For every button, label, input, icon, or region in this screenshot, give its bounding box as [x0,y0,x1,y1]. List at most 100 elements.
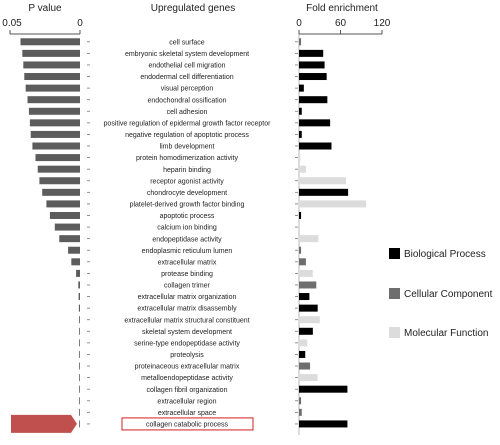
pvalue-bar [49,211,80,219]
pvalue-bar [79,362,80,370]
pvalue-bar [23,61,80,69]
fold-bar [299,49,324,57]
pvalue-bar [59,235,80,243]
category-label: endopeptidase activity [152,236,222,243]
category-label: extracellular matrix [158,259,217,266]
pvalue-bar [27,96,80,104]
fold-bar [299,362,311,370]
fold-tick-label-1: 60 [335,18,347,29]
category-label: protein homodimerization activity [136,155,238,162]
pvalue-bar [78,304,80,312]
category-label: extracellular matrix structural constitu… [124,317,249,324]
fold-bar [299,84,304,92]
pvalue-bar [25,84,80,92]
pvalue-bar [76,269,80,277]
category-label: serine-type endopeptidase activity [134,340,240,347]
fold-bar [299,223,300,231]
fold-bar [299,316,320,324]
fold-bar [299,293,310,301]
category-label: visual perception [161,86,214,93]
fold-bar [299,96,328,104]
category-label: endochondral ossification [148,97,227,104]
fold-bar [299,397,302,405]
category-label: chondrocyte development [147,190,227,197]
category-label: heparin binding [163,167,211,174]
fold-bar [299,177,347,185]
pvalue-tick-label-1: 0 [77,18,83,29]
legend-swatch-mf [389,327,400,338]
genes-panel-title: Upregulated genes [151,3,236,14]
category-label: extracellular matrix organization [138,294,237,301]
legend-label-mf: Molecular Function [404,328,488,339]
pvalue-bar [22,49,80,57]
pvalue-bar [79,385,80,393]
fold-bar [299,327,313,335]
category-label: cell adhesion [167,109,208,116]
fold-bar [299,73,327,81]
pvalue-bar [68,246,80,254]
fold-bar [299,235,319,243]
pvalue-bar [37,165,80,173]
pvalue-bar [46,200,80,208]
fold-bar [299,281,317,289]
category-label: endoplasmic reticulum lumen [142,248,233,255]
legend-swatch-cc [389,288,400,299]
category-label: extracellular region [157,398,216,405]
legend-swatch-bp [389,248,400,259]
fold-bar [299,385,348,393]
fold-tick-label-0: 0 [296,18,302,29]
fold-bar [299,130,302,138]
pvalue-bar [71,258,80,266]
pvalue-bar [35,154,80,162]
fold-bar [299,61,325,69]
category-label: limb development [160,144,215,151]
pvalue-bar [30,130,80,138]
fold-bar [299,304,318,312]
category-label: collagen catabolic process [146,422,229,429]
category-label: embryonic skeletal system development [125,51,249,58]
category-label: collagen fibril organization [147,387,228,394]
pvalue-bar [24,73,81,81]
fold-bar [299,119,331,127]
highlight-label-box [121,417,254,431]
category-label: endothelial cell migration [148,63,225,70]
category-label: proteinaceous extracellular matrix [135,364,240,371]
fold-bar [299,211,302,219]
category-label: receptor agonist activity [150,178,224,185]
pvalue-bar [79,327,80,335]
category-label: negative regulation of apoptotic process [125,132,249,139]
chart-rows: cell surface embryonic skeletal system de… [11,38,367,433]
pvalue-bar [78,281,80,289]
category-label: collagen trimer [164,283,211,290]
fold-bar [299,165,306,173]
pvalue-bar [79,339,80,347]
pvalue-bar [20,38,80,46]
fold-bar [299,350,306,358]
category-label: protease binding [161,271,213,278]
category-label: platelet-derived growth factor binding [130,202,245,209]
pvalue-bar [79,408,80,416]
fold-panel-title: Fold enrichment [306,3,378,14]
fold-bar [299,408,302,416]
pvalue-bar [42,188,80,196]
fold-tick-label-2: 120 [374,18,391,29]
pvalue-bar [79,316,80,324]
pvalue-bar [29,119,81,127]
pvalue-bar [54,223,80,231]
fold-bar [299,269,313,277]
category-label: extracellular matrix disassembly [137,306,237,313]
fold-bar [299,188,349,196]
category-label: cell surface [169,39,205,46]
category-label: proteolysis [170,352,204,359]
category-label: calcium ion binding [157,225,217,232]
pvalue-bar [32,142,80,150]
pvalue-tick-label-0: 0.05 [2,18,22,29]
pvalue-bar [79,397,80,405]
pvalue-bar [79,420,80,428]
fold-bar [299,38,302,46]
legend: Biological Process Cellular Component Mo… [389,248,493,339]
fold-bar [299,374,318,382]
highlight-pvalue-arrow [11,414,77,433]
pvalue-panel-title: P value [28,3,62,14]
